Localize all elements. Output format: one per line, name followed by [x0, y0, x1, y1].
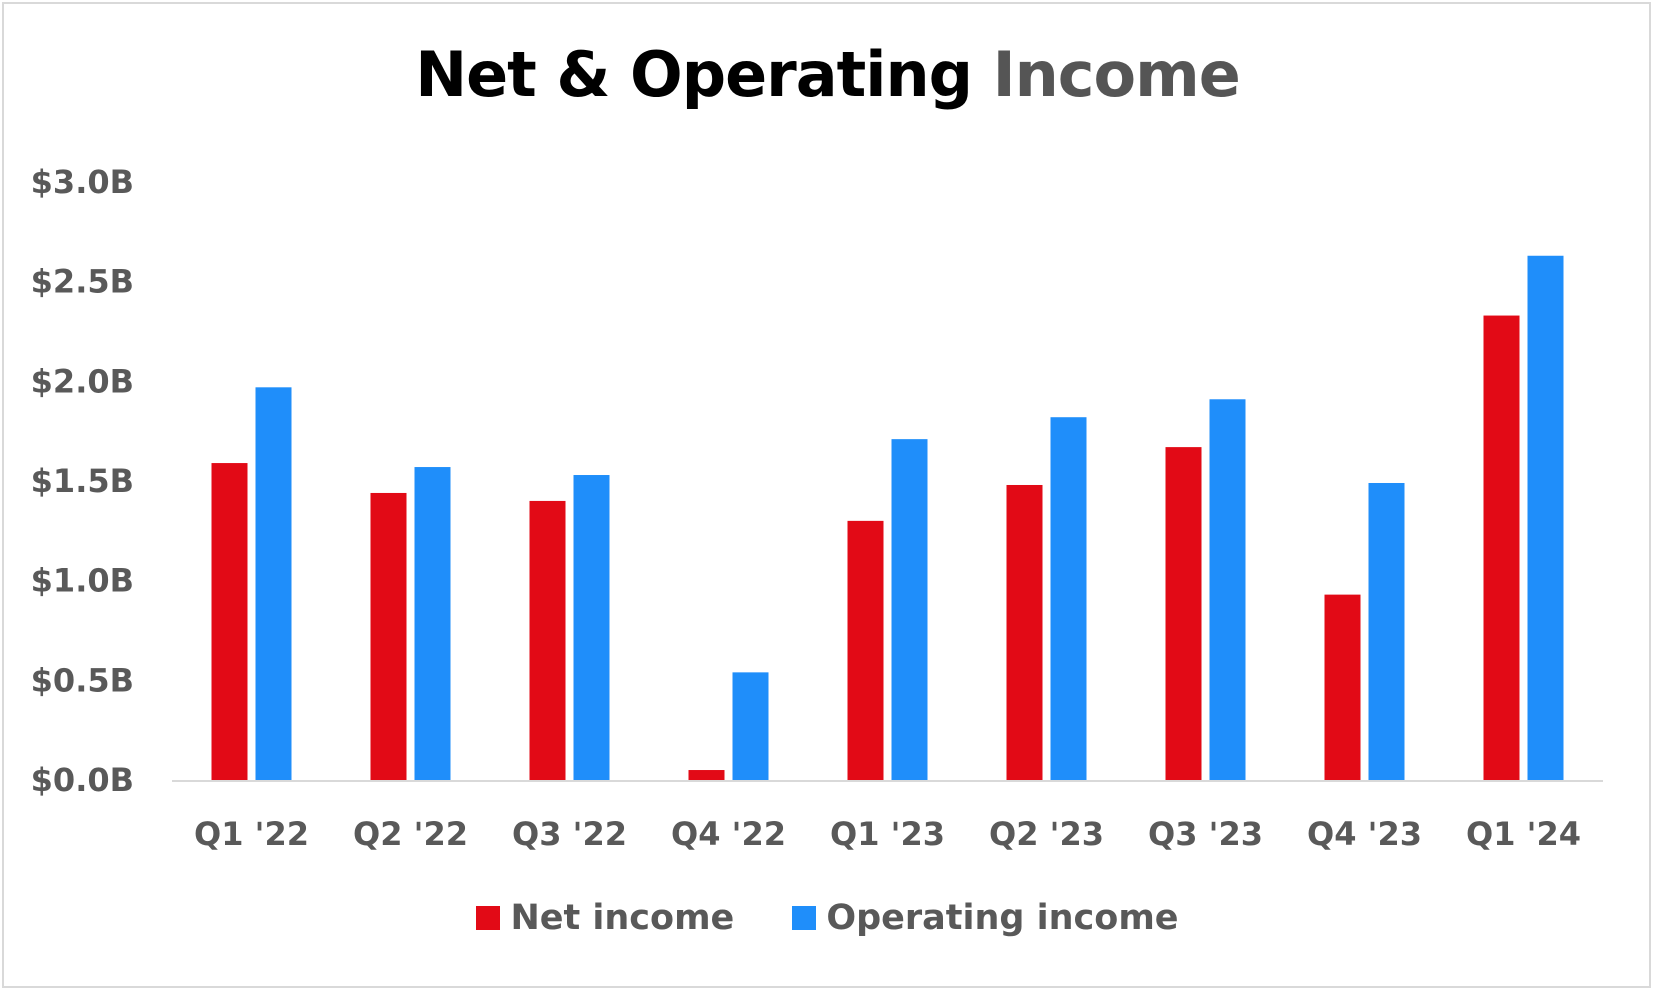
bar-operating-income	[732, 672, 769, 780]
bar-net-income	[688, 770, 725, 780]
bar-net-income	[1165, 447, 1202, 780]
x-tick-label: Q2 '22	[353, 815, 468, 853]
y-tick-label: $1.0B	[31, 562, 134, 600]
bar-net-income	[1483, 315, 1520, 780]
x-tick-label: Q3 '22	[512, 815, 627, 853]
bar-net-income	[211, 463, 248, 780]
y-tick-label: $0.0B	[31, 761, 134, 799]
bars	[211, 255, 1564, 781]
chart-title-part-2: Income	[992, 38, 1241, 111]
legend-swatch-net-income	[476, 906, 501, 930]
x-axis-ticks: Q1 '22 Q2 '22 Q3 '22 Q4 '22 Q1 '23 Q2 '23 Q3 '…	[194, 815, 1581, 853]
bar-operating-income	[1368, 482, 1405, 780]
bar-net-income	[370, 492, 407, 780]
bar-net-income	[529, 500, 566, 780]
bar-operating-income	[1209, 399, 1246, 780]
x-tick-label: Q4 '23	[1307, 815, 1422, 853]
y-tick-label: $2.0B	[31, 362, 134, 400]
x-tick-label: Q1 '24	[1466, 815, 1581, 853]
y-tick-label: $0.5B	[31, 661, 134, 699]
chart-title-part-1: Net & Operating	[415, 38, 973, 111]
legend-item-net-income: Net income	[476, 898, 734, 938]
y-tick-label: $1.5B	[31, 462, 134, 500]
legend-label-net-income: Net income	[510, 898, 735, 938]
legend-item-operating-income: Operating income	[792, 898, 1179, 938]
x-tick-label: Q1 '23	[830, 815, 945, 853]
bar-operating-income	[255, 387, 292, 780]
legend: Net income Operating income	[0, 898, 1655, 938]
bar-operating-income	[1050, 417, 1087, 780]
y-tick-label: $3.0B	[31, 163, 134, 201]
bar-operating-income	[414, 467, 451, 780]
bar-operating-income	[1527, 255, 1564, 781]
x-tick-label: Q4 '22	[671, 815, 786, 853]
bar-operating-income	[573, 475, 610, 780]
y-tick-label: $2.5B	[31, 263, 134, 301]
x-tick-label: Q2 '23	[989, 815, 1104, 853]
bar-operating-income	[891, 439, 928, 780]
chart-title: Net & Operating Income	[0, 38, 1655, 111]
bar-net-income	[1324, 594, 1361, 780]
x-tick-label: Q3 '23	[1148, 815, 1263, 853]
legend-swatch-operating-income	[792, 906, 817, 930]
bar-net-income	[847, 520, 884, 780]
y-axis-ticks: $0.0B $0.5B $1.0B $1.5B $2.0B $2.5B $3.0B	[31, 163, 134, 799]
legend-label-operating-income: Operating income	[826, 898, 1179, 938]
bar-net-income	[1006, 484, 1043, 780]
x-tick-label: Q1 '22	[194, 815, 309, 853]
